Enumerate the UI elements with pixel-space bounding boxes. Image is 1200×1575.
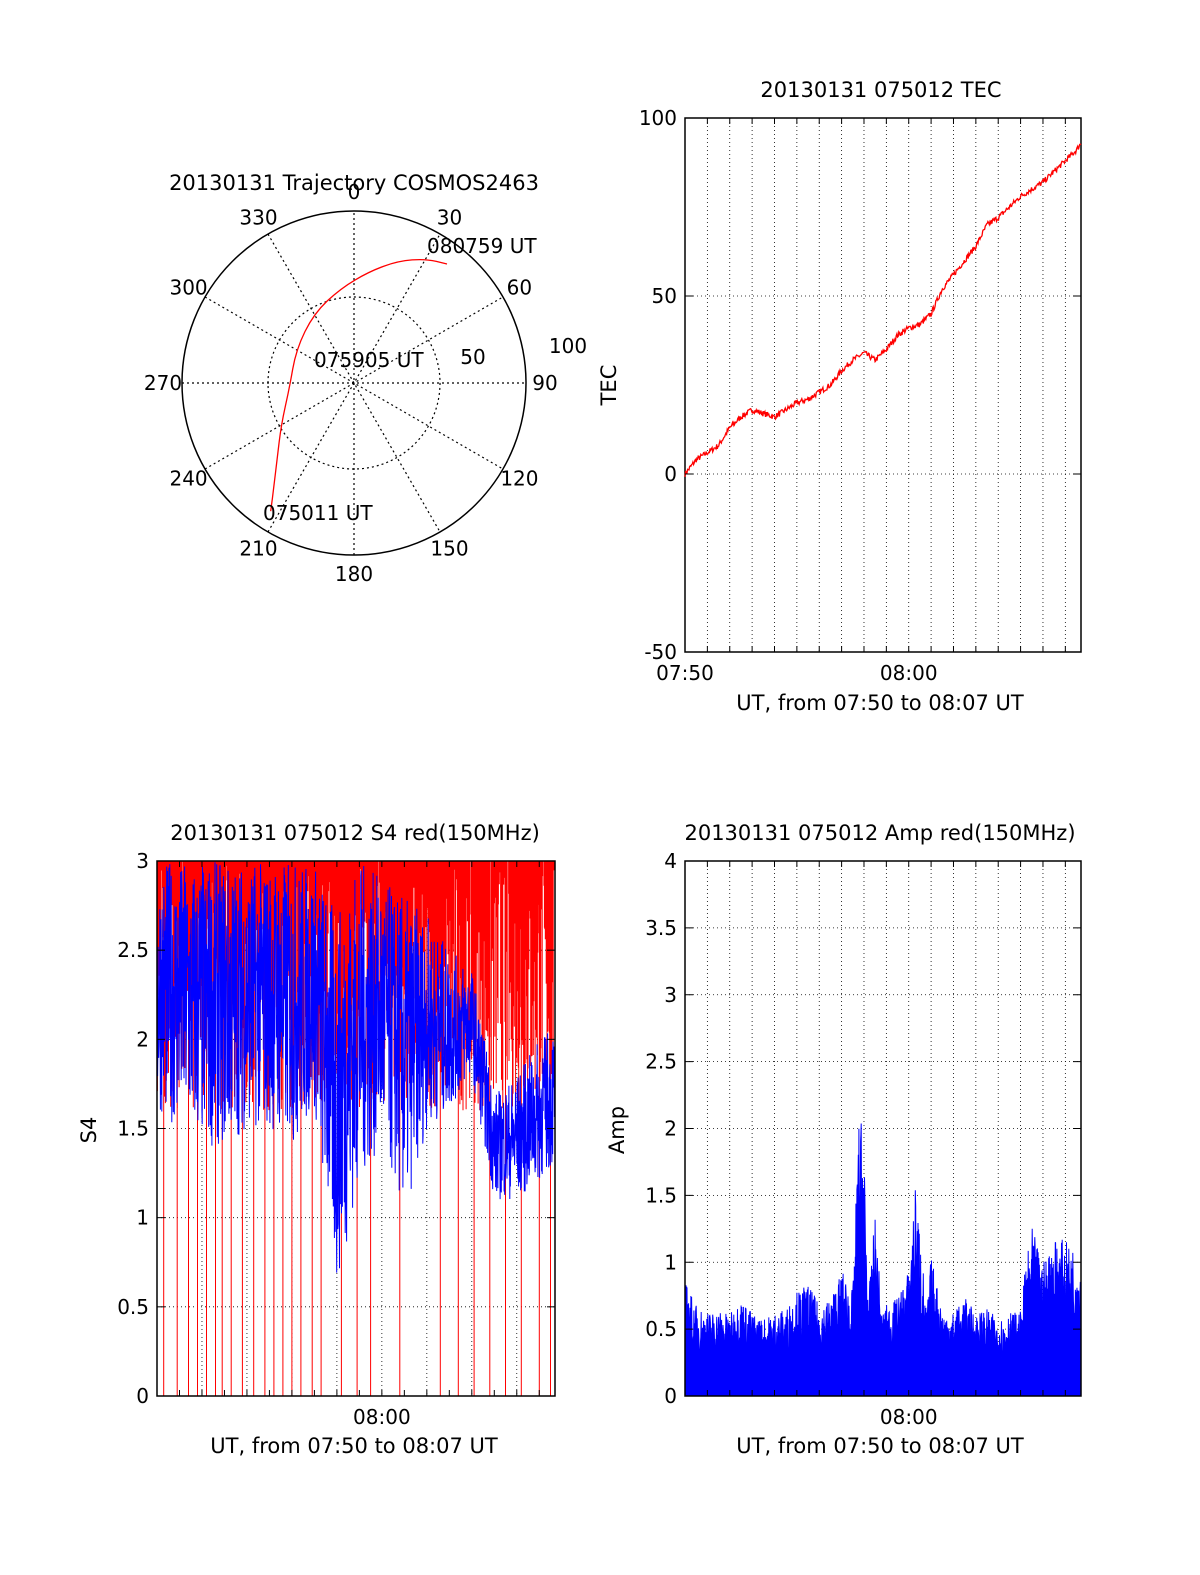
- amp-ytick-label: 2: [664, 1117, 677, 1141]
- tec-plot-frame: [684, 117, 1082, 653]
- amp-ytick-label: 3.5: [645, 916, 677, 940]
- s4-ytick-label: 0.5: [117, 1295, 149, 1319]
- tec-xtick-label: 07:50: [656, 661, 714, 685]
- polar-angle-label-150: 150: [430, 536, 468, 560]
- trajectory-line: [270, 258, 448, 512]
- tec-ytick-label: -50: [644, 640, 677, 664]
- polar-angle-label-0: 0: [348, 180, 361, 204]
- trajectory-polar-chart: 20130131 Trajectory COSMOS2463 0 30 60 90 12…: [144, 171, 587, 586]
- amp-xtick-label: 08:00: [880, 1405, 938, 1429]
- polar-angle-label-90: 90: [532, 371, 557, 395]
- s4-ytick-label: 2: [136, 1027, 149, 1051]
- polar-angle-label-210: 210: [239, 536, 277, 560]
- s4-chart: 20130131 075012 S4 red(150MHz) 0 0.5 1 1.5 2…: [77, 821, 556, 1458]
- trajectory-start-label: 075011 UT: [263, 501, 373, 525]
- amp-title: 20130131 075012 Amp red(150MHz): [684, 821, 1075, 845]
- amp-ylabel: Amp: [605, 1106, 629, 1154]
- tec-series-line: [684, 143, 1082, 477]
- s4-ytick-label: 0: [136, 1384, 149, 1408]
- trajectory-title: 20130131 Trajectory COSMOS2463: [169, 171, 539, 195]
- amp-ytick-label: 0: [664, 1384, 677, 1408]
- polar-angle-label-330: 330: [239, 206, 277, 230]
- amp-chart: 20130131 075012 Amp red(150MHz) 0 0.5 1 1.5…: [605, 821, 1082, 1458]
- s4-xlabel: UT, from 07:50 to 08:07 UT: [210, 1434, 498, 1458]
- s4-ytick-label: 3: [136, 849, 149, 873]
- amp-ytick-label: 1: [664, 1250, 677, 1274]
- amp-ytick-label: 0.5: [645, 1317, 677, 1341]
- amp-ytick-label: 2.5: [645, 1050, 677, 1074]
- s4-ytick-label: 2.5: [117, 938, 149, 962]
- polar-spokes: [182, 211, 526, 555]
- s4-ylabel: S4: [77, 1117, 101, 1144]
- trajectory-mid-label: 075905 UT: [314, 348, 424, 372]
- amp-xlabel: UT, from 07:50 to 08:07 UT: [736, 1434, 1024, 1458]
- tec-y-ticks: -50 0 50 100: [639, 106, 1081, 664]
- s4-ytick-label: 1.5: [117, 1117, 149, 1141]
- tec-ylabel: TEC: [597, 365, 621, 407]
- s4-blue-series: [156, 862, 556, 1273]
- polar-angle-label-120: 120: [500, 467, 538, 491]
- tec-ytick-label: 100: [639, 106, 677, 130]
- s4-xtick-label: 08:00: [353, 1405, 411, 1429]
- polar-angle-label-240: 240: [169, 467, 207, 491]
- polar-radius-label-100: 100: [549, 334, 587, 358]
- tec-xtick-label: 08:00: [880, 661, 938, 685]
- tec-ytick-label: 50: [652, 284, 677, 308]
- amp-x-ticks: 08:00: [706, 861, 1066, 1429]
- tec-x-ticks: 07:50 08:00: [656, 118, 1066, 685]
- polar-angle-label-270: 270: [144, 371, 182, 395]
- tec-ytick-label: 0: [664, 462, 677, 486]
- polar-angle-label-180: 180: [335, 562, 373, 586]
- polar-angle-label-30: 30: [437, 206, 462, 230]
- polar-angle-label-60: 60: [507, 276, 532, 300]
- tec-chart: 20130131 075012 TEC -50 0 50 100 07:50 08:00…: [597, 78, 1082, 715]
- polar-angle-labels: 0 30 60 90 120 150 180 210 240 270 300 330: [144, 180, 558, 586]
- s4-ytick-label: 1: [136, 1206, 149, 1230]
- amp-ytick-label: 3: [664, 983, 677, 1007]
- tec-xlabel: UT, from 07:50 to 08:07 UT: [736, 691, 1024, 715]
- s4-y-ticks: 0 0.5 1 1.5 2 2.5 3: [117, 849, 555, 1408]
- amp-y-ticks: 0 0.5 1 1.5 2 2.5 3 3.5 4: [645, 849, 1081, 1408]
- amp-series-area: [684, 1123, 1082, 1397]
- polar-spoke-150: [267, 233, 441, 533]
- polar-radius-label-50: 50: [460, 345, 485, 369]
- tec-grid: [685, 118, 1081, 652]
- amp-ytick-label: 1.5: [645, 1183, 677, 1207]
- s4-title: 20130131 075012 S4 red(150MHz): [170, 821, 540, 845]
- polar-inner-circle: [267, 296, 441, 470]
- amp-ytick-label: 4: [664, 849, 677, 873]
- tec-title: 20130131 075012 TEC: [760, 78, 1001, 102]
- polar-angle-label-300: 300: [169, 276, 207, 300]
- trajectory-end-label: 080759 UT: [427, 234, 537, 258]
- s4-x-ticks: 08:00: [178, 861, 540, 1429]
